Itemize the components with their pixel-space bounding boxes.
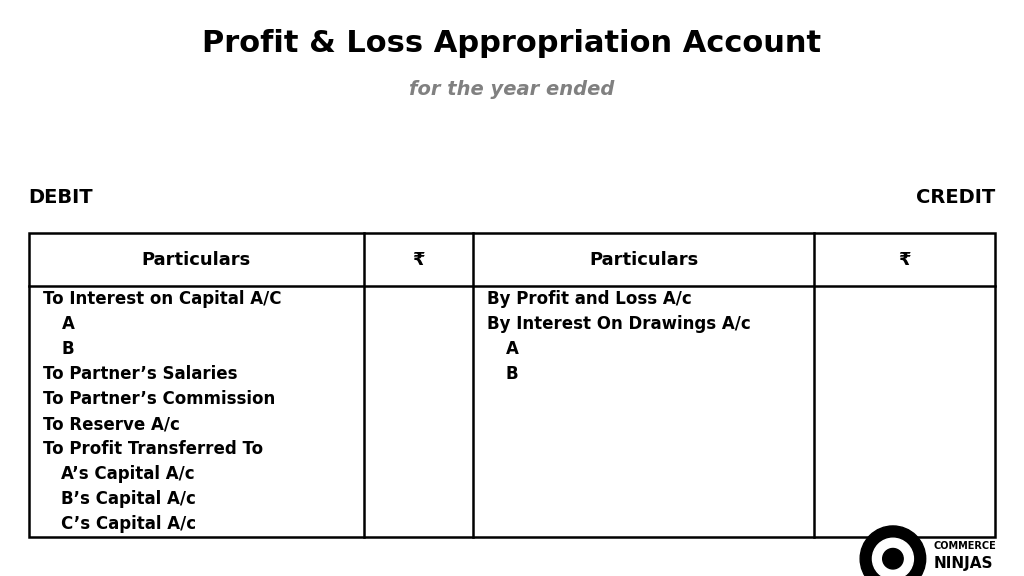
Text: for the year ended: for the year ended	[410, 80, 614, 98]
Text: Particulars: Particulars	[141, 251, 251, 269]
Text: NINJAS: NINJAS	[934, 556, 993, 571]
Text: ₹: ₹	[898, 251, 911, 269]
Text: Profit & Loss Appropriation Account: Profit & Loss Appropriation Account	[203, 29, 821, 58]
Text: To Reserve A/c: To Reserve A/c	[43, 415, 180, 433]
Text: By Interest On Drawings A/c: By Interest On Drawings A/c	[487, 315, 752, 333]
Text: To Partner’s Salaries: To Partner’s Salaries	[43, 365, 238, 383]
Bar	[29, 233, 995, 537]
Text: COMMERCE: COMMERCE	[934, 541, 996, 551]
Text: CREDIT: CREDIT	[916, 188, 995, 207]
Text: C’s Capital A/c: C’s Capital A/c	[61, 516, 197, 533]
Text: A’s Capital A/c: A’s Capital A/c	[61, 465, 195, 483]
Text: B: B	[61, 340, 74, 358]
Text: B: B	[506, 365, 518, 383]
Text: By Profit and Loss A/c: By Profit and Loss A/c	[487, 290, 692, 308]
Ellipse shape	[860, 526, 926, 576]
Text: To Partner’s Commission: To Partner’s Commission	[43, 390, 275, 408]
Text: A: A	[61, 315, 75, 333]
Ellipse shape	[872, 538, 913, 576]
Text: To Interest on Capital A/C: To Interest on Capital A/C	[43, 290, 282, 308]
Text: To Profit Transferred To: To Profit Transferred To	[43, 440, 263, 458]
Text: ₹: ₹	[412, 251, 425, 269]
Text: DEBIT: DEBIT	[29, 188, 93, 207]
Text: A: A	[506, 340, 519, 358]
Text: B’s Capital A/c: B’s Capital A/c	[61, 490, 197, 508]
Ellipse shape	[883, 548, 903, 569]
Text: Particulars: Particulars	[589, 251, 698, 269]
